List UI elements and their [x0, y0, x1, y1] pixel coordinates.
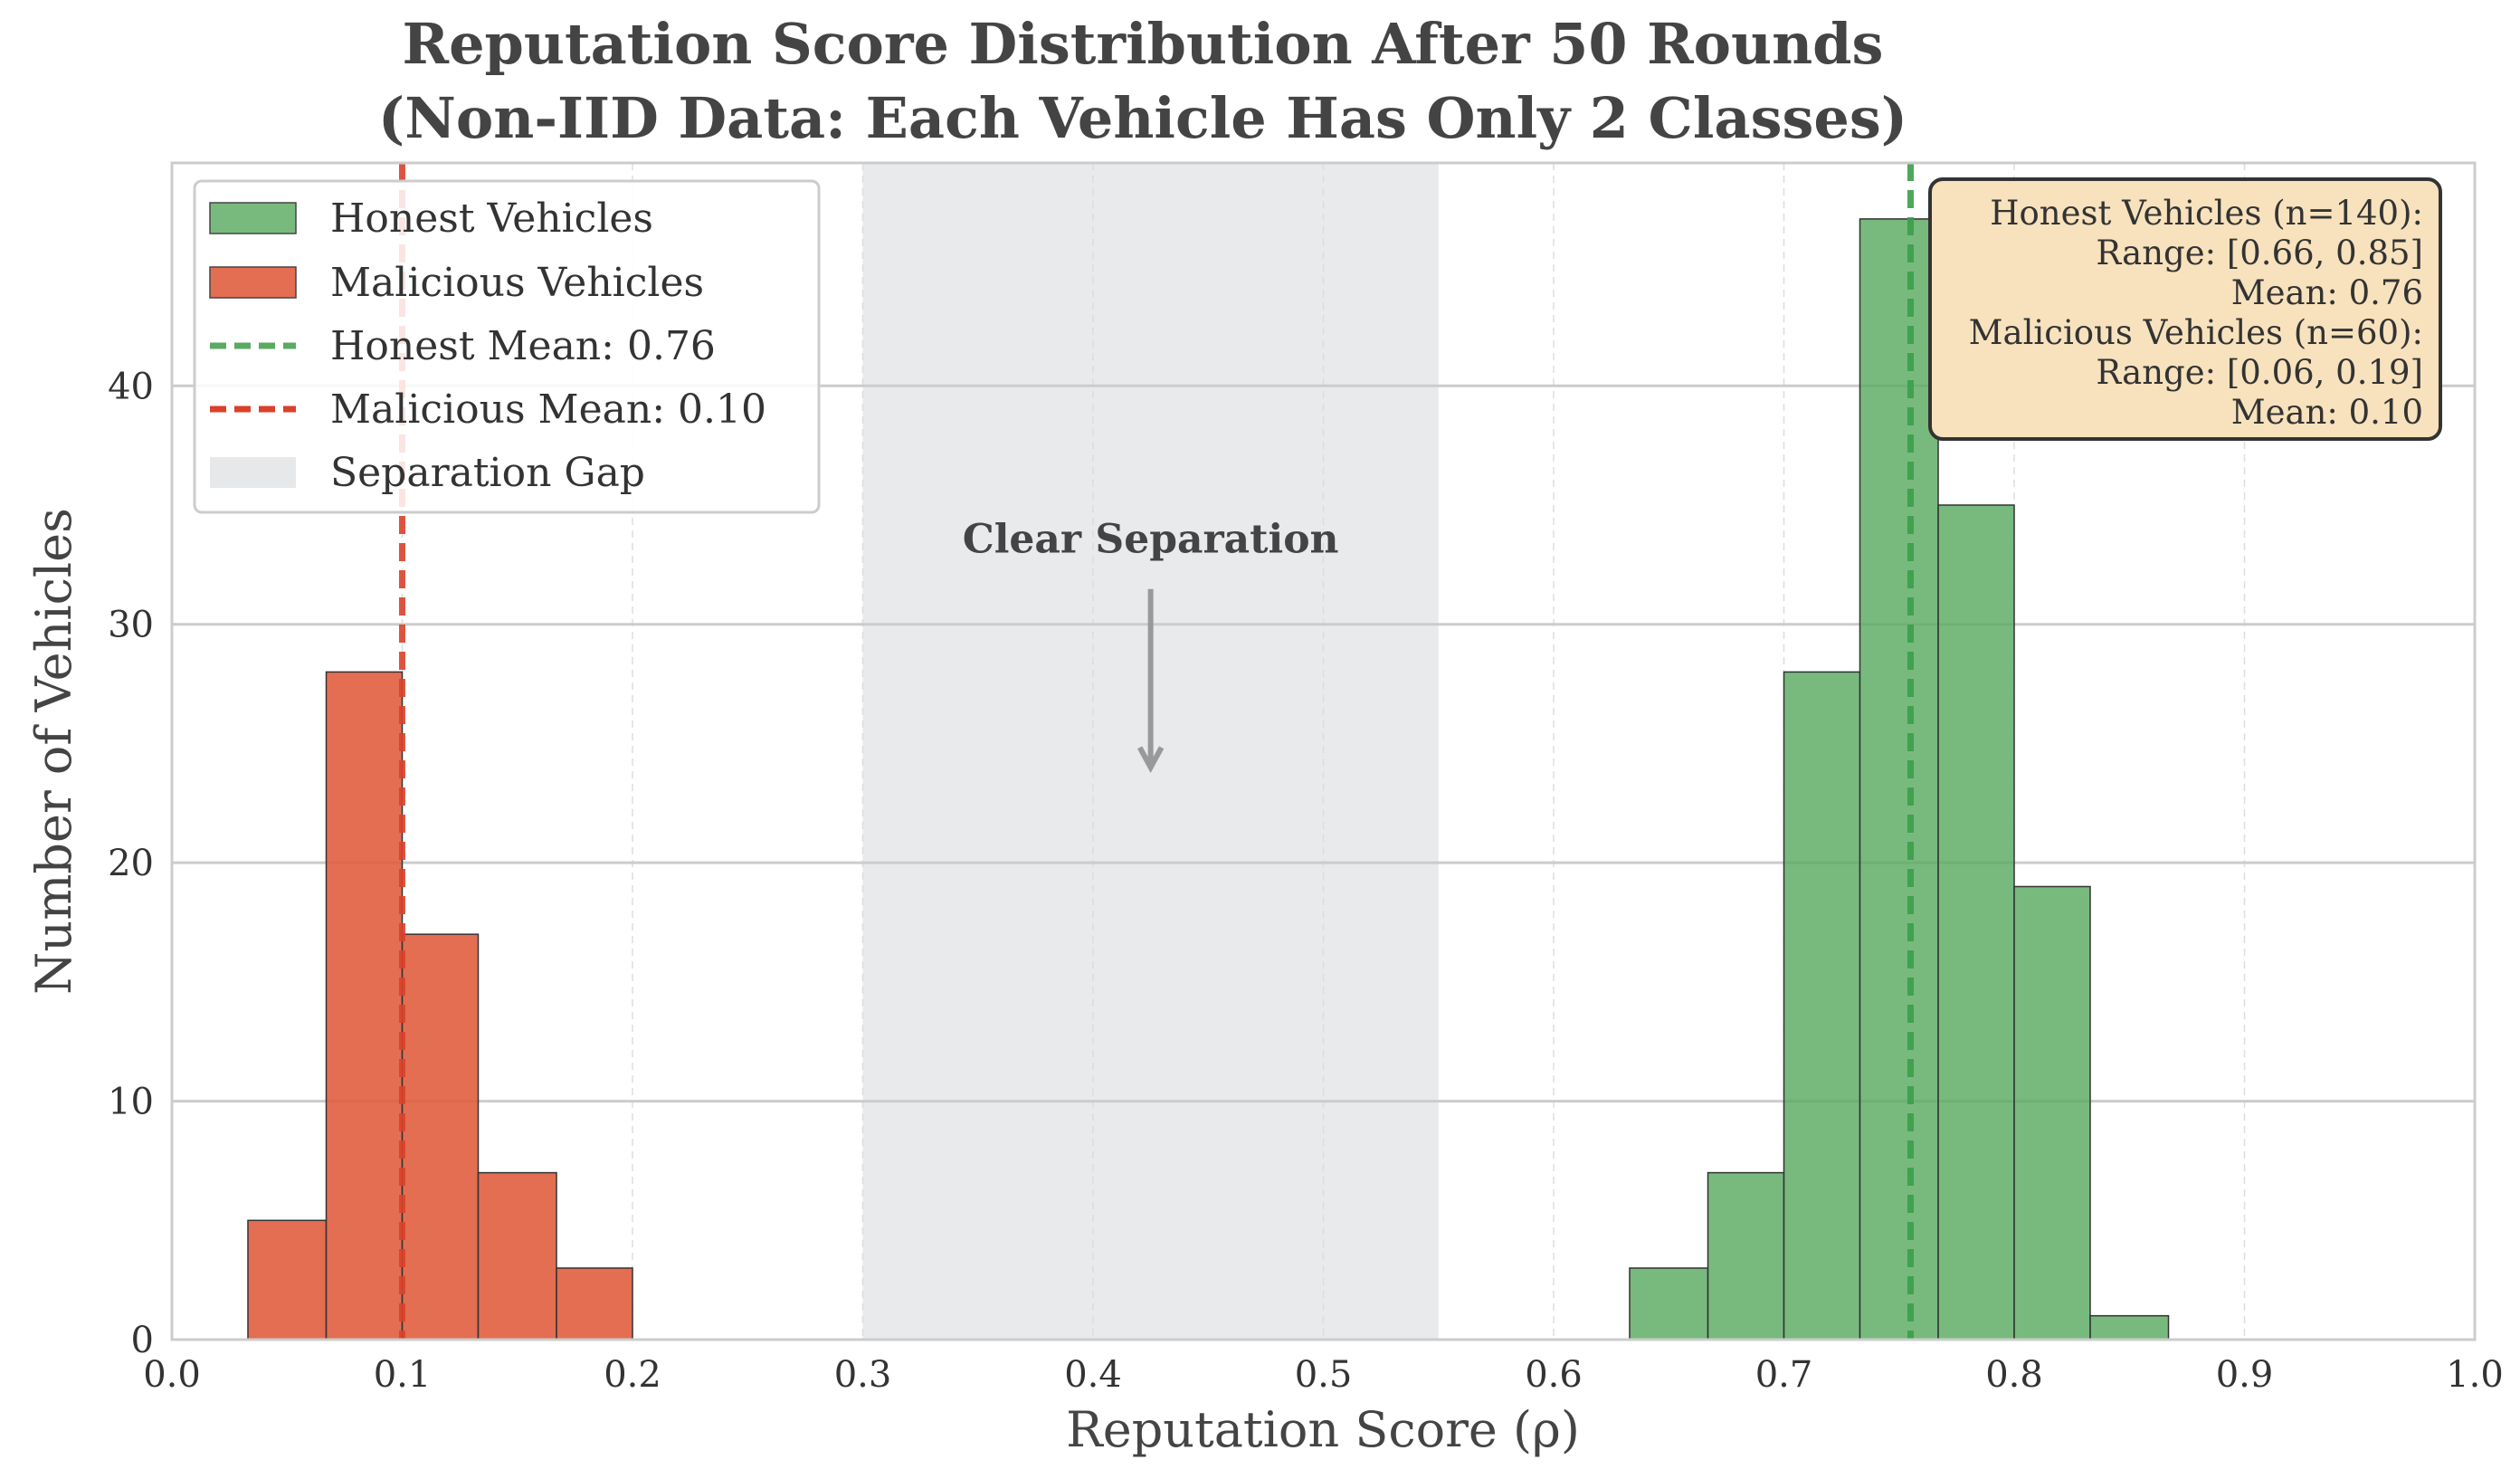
legend-label-malicious-mean: Malicious Mean: 0.10 — [330, 386, 766, 433]
plot-frame — [170, 161, 2477, 1341]
honest-bar — [2089, 1314, 2170, 1341]
malicious-bar — [401, 933, 480, 1341]
honest-bar — [1707, 1171, 1785, 1341]
legend-label-malicious: Malicious Vehicles — [330, 260, 704, 306]
stats-line: Mean: 0.76 — [2231, 273, 2423, 312]
x-tick-label: 0.0 — [143, 1354, 201, 1396]
y-tick-label: 30 — [108, 605, 154, 646]
x-tick-label: 0.1 — [374, 1354, 432, 1396]
malicious-bar — [325, 671, 404, 1341]
legend-frame — [193, 179, 821, 514]
y-tick-label: 10 — [108, 1082, 154, 1123]
malicious-bar — [247, 1219, 328, 1341]
y-tick-label: 0 — [131, 1320, 154, 1361]
legend-label-honest-mean: Honest Mean: 0.76 — [330, 323, 716, 369]
stats-box-frame — [1928, 177, 2442, 441]
separation-annotation: Clear Separation — [963, 517, 1339, 774]
x-tick-label: 0.8 — [1985, 1354, 2043, 1396]
x-axis-label: Reputation Score (ρ) — [1066, 1401, 1580, 1458]
stats-line: Range: [0.66, 0.85] — [2096, 234, 2423, 272]
x-tick-label: 0.6 — [1525, 1354, 1583, 1396]
x-tick-label: 0.7 — [1755, 1354, 1813, 1396]
x-tick-label: 0.2 — [604, 1354, 661, 1396]
annotation-arrowhead — [1136, 746, 1165, 774]
stats-line: Malicious Vehicles (n=60): — [1969, 313, 2423, 352]
legend-swatch-malicious — [209, 266, 297, 299]
honest-bar — [1629, 1267, 1709, 1341]
annotation-text: Clear Separation — [963, 517, 1339, 563]
stats-line: Honest Vehicles (n=140): — [1990, 194, 2423, 233]
chart-title-line-2: (Non-IID Data: Each Vehicle Has Only 2 C… — [378, 85, 1907, 151]
legend-swatch-honest — [209, 202, 297, 234]
honest-bar — [1937, 504, 2015, 1341]
x-tick-label: 0.3 — [834, 1354, 892, 1396]
x-tick-label: 1.0 — [2446, 1354, 2504, 1396]
legend-label-gap: Separation Gap — [330, 450, 645, 496]
x-tick-label: 0.9 — [2216, 1354, 2274, 1396]
legend-label-honest: Honest Vehicles — [330, 196, 653, 242]
honest-bar — [1859, 218, 1939, 1341]
honest-bar — [1783, 671, 1861, 1341]
x-tick-label: 0.4 — [1064, 1354, 1122, 1396]
chart-title-line-1: Reputation Score Distribution After 50 R… — [403, 11, 1884, 77]
y-tick-label: 40 — [108, 366, 154, 407]
legend-swatch-gap — [210, 457, 296, 488]
y-axis-label: Number of Vehicles — [25, 508, 82, 995]
malicious-bar — [556, 1267, 633, 1341]
legend: Honest Vehicles Malicious Vehicles Hones… — [193, 179, 821, 514]
stats-box: Honest Vehicles (n=140): Range: [0.66, 0… — [1928, 177, 2442, 441]
stats-line: Range: [0.06, 0.19] — [2096, 353, 2423, 392]
chart-title: Reputation Score Distribution After 50 R… — [378, 11, 1907, 151]
y-tick-label: 20 — [108, 843, 154, 884]
stats-line: Mean: 0.10 — [2231, 393, 2423, 432]
x-tick-label: 0.5 — [1295, 1354, 1353, 1396]
malicious-bar — [477, 1171, 557, 1341]
honest-bar — [2013, 885, 2091, 1341]
